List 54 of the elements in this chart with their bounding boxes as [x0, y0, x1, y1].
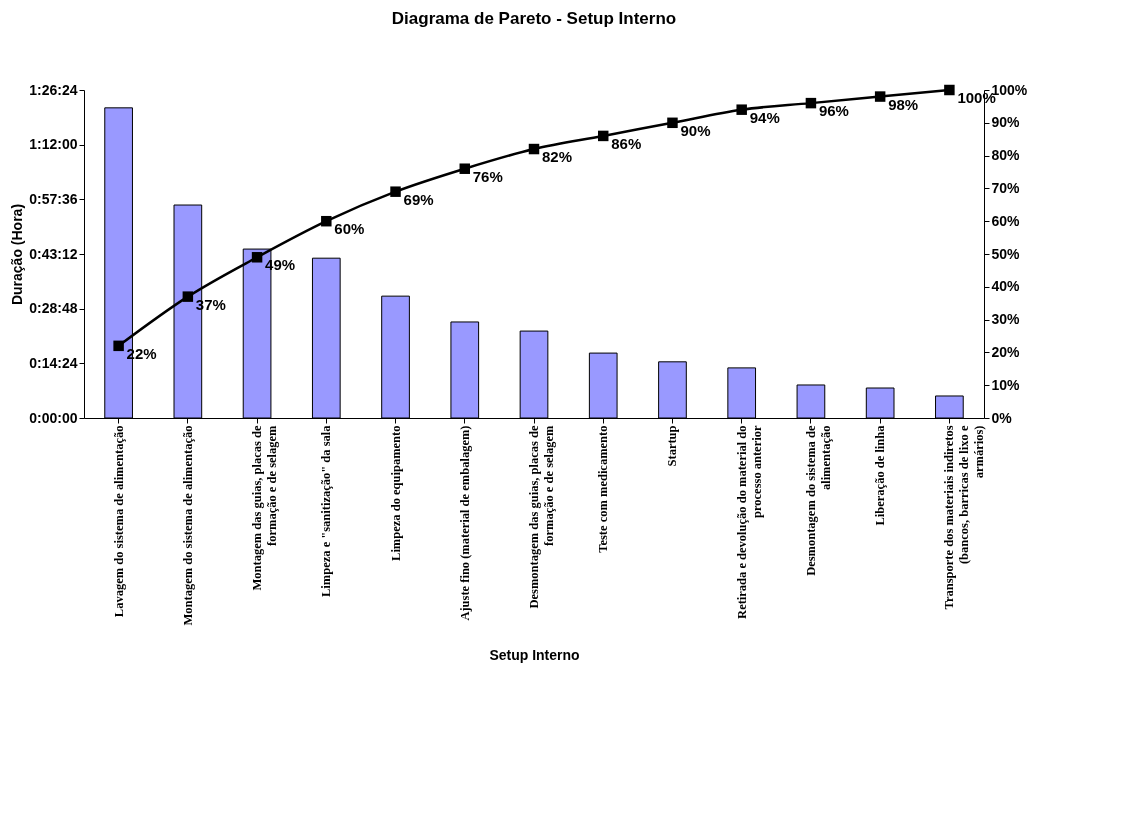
point: [805, 97, 817, 109]
data-label: 98%: [888, 95, 919, 113]
y2-tick-label: 30%: [991, 311, 1021, 328]
point: [182, 291, 194, 302]
y2-tick-label: 20%: [991, 343, 1021, 360]
data-label: 60%: [334, 220, 365, 238]
x-tick-label: Liberação de linha: [873, 424, 888, 526]
x-tick-label: Lavagem do sistema de alimentação: [111, 425, 126, 618]
data-label: 94%: [749, 108, 780, 126]
point: [459, 163, 471, 174]
x-tick-label: Ajuste fino (material de embalagem): [457, 425, 472, 621]
y2-tick-label: 0%: [991, 409, 1013, 426]
point: [597, 130, 609, 142]
data-label: 76%: [472, 167, 503, 185]
y2-tick-label: 90%: [991, 114, 1021, 131]
y2-tick-label: 70%: [991, 179, 1021, 196]
x-tick-label: Limpeza e "sanitização" da sala: [319, 424, 334, 598]
data-label: 96%: [818, 102, 849, 120]
data-label: 86%: [611, 134, 642, 152]
y-tick-label: 0:00:00: [29, 409, 78, 426]
y2-tick-label: 40%: [991, 278, 1021, 295]
point: [113, 340, 124, 352]
data-label: 82%: [542, 148, 573, 166]
point: [736, 104, 747, 115]
data-label: 90%: [680, 121, 711, 139]
y2-tick-label: 60%: [991, 212, 1021, 229]
x-tick-label: Montagem do sistema de alimentação: [180, 425, 195, 626]
x-tick-label: Retirada e devolução do material do processo anterior: [734, 425, 764, 619]
x-tick-label: Startup: [665, 425, 680, 467]
point: [874, 91, 886, 102]
x-tick-label: Transporte dos materiais indiretos (bancos, barricas de lixo e armários): [942, 425, 987, 610]
y-tick-label: 0:43:12: [29, 245, 78, 262]
x-tick-label: Montagem das guias, placas de formação e de selagem: [250, 424, 280, 591]
x-tick-label: Desmontagem das guias, placas de formação e de selagem: [527, 424, 556, 609]
point: [390, 186, 401, 197]
x-tick-label: Teste com medicamento: [596, 425, 611, 553]
point: [251, 252, 263, 263]
point: [528, 143, 540, 155]
point: [321, 215, 332, 227]
data-label: 69%: [403, 190, 434, 208]
y-tick-label: 0:57:36: [29, 190, 78, 207]
x-axis-title: Setup Interno: [489, 646, 580, 663]
y2-tick-label: 50%: [991, 245, 1021, 262]
y-tick-label: 1:26:24: [29, 81, 78, 98]
y2-tick-label: 10%: [991, 376, 1021, 393]
point: [667, 117, 678, 129]
y-tick-label: 0:14:24: [29, 354, 78, 371]
y-tick-label: 1:12:00: [29, 136, 78, 153]
y2-tick-label: 80%: [991, 147, 1021, 164]
chart-title: Diagrama de Pareto - Setup Interno: [391, 9, 677, 28]
y-axis-title: Duração (Hora): [9, 203, 26, 306]
point: [944, 84, 955, 96]
x-tick-label: Limpeza do equipamento: [388, 425, 403, 561]
y-tick-label: 0:28:48: [29, 300, 78, 317]
